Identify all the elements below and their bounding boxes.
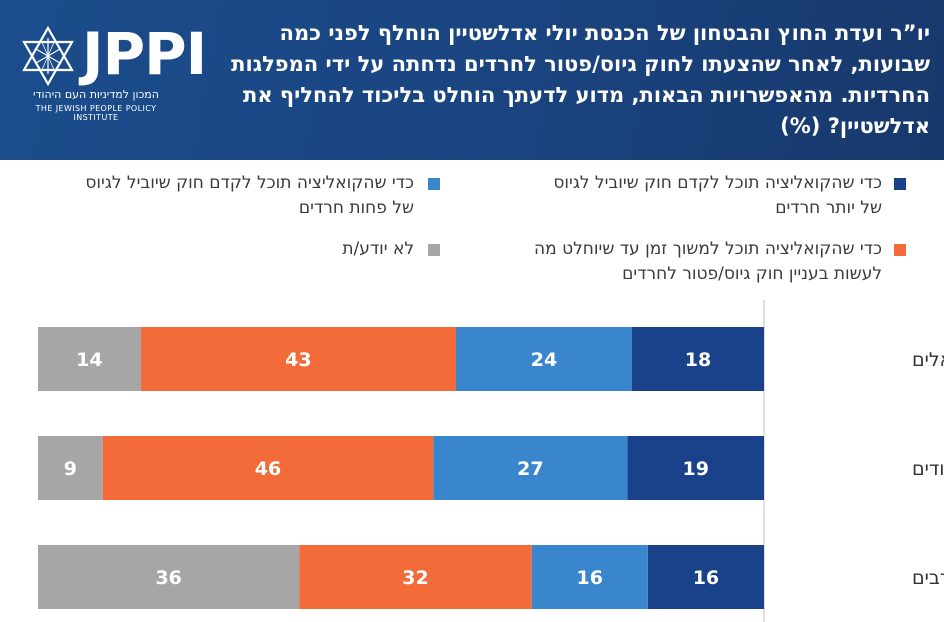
category-label-1: יהודים (912, 458, 944, 480)
data-label-0-2: 43 (285, 349, 311, 371)
bar-segment-1-2 (102, 436, 434, 500)
legend-item-buy-time: כדי שהקואליציה תוכל למשוך זמן עד שיוחלט … (534, 239, 882, 284)
legend-swatch-fewer-haredim (428, 178, 440, 190)
header-banner: JPPI המכון למדיניות העם היהודי THE JEWIS… (0, 0, 944, 160)
bar-segment-2-2 (299, 545, 532, 609)
logo-subtitle-hebrew: המכון למדיניות העם היהודי (33, 88, 159, 101)
data-label-2-3: 36 (155, 567, 181, 589)
data-label-1-0: 19 (682, 458, 708, 480)
legend-swatch-dont-know (428, 244, 440, 256)
bar-segment-0-3 (38, 327, 141, 391)
logo-wordmark: JPPI (82, 20, 207, 88)
bar-segment-1-0 (627, 436, 764, 500)
data-label-2-1: 16 (577, 567, 603, 589)
legend-swatch-buy-time (894, 244, 906, 256)
data-label-1-1: 27 (517, 458, 543, 480)
bar-segment-0-0 (632, 327, 764, 391)
stacked-bar-chart: 18 24 43 14 כלל הישראלים 19 27 46 9 יהודים 16 16 32 3… (38, 300, 944, 622)
jppi-logo: JPPI המכון למדיניות העם היהודי THE JEWIS… (16, 20, 207, 122)
category-label-2: ערבים (912, 567, 944, 589)
logo-subtitle-english: THE JEWISH PEOPLE POLICY INSTITUTE (35, 104, 157, 122)
bar-segment-2-0 (647, 545, 764, 609)
chart-title: יו”ר ועדת החוץ והבטחון של הכנסת יולי אדל… (231, 21, 930, 138)
data-label-2-0: 16 (693, 567, 719, 589)
legend-item-dont-know: לא יודע/ת (342, 239, 414, 259)
bar-segment-1-1 (433, 436, 628, 500)
star-of-david-icon (22, 25, 74, 87)
legend-swatch-more-haredim (894, 178, 906, 190)
data-label-1-3: 9 (64, 458, 77, 480)
data-label-0-1: 24 (531, 349, 557, 371)
legend-item-more-haredim: כדי שהקואליציה תוכל לקדם חוק שיוביל לגיו… (553, 173, 882, 218)
bar-segment-1-3 (38, 436, 103, 500)
bar-segment-2-1 (531, 545, 648, 609)
legend-item-fewer-haredim: כדי שהקואליציה תוכל לקדם חוק שיוביל לגיו… (85, 173, 414, 218)
bar-segment-0-1 (456, 327, 632, 391)
data-label-2-2: 32 (402, 567, 428, 589)
data-label-1-2: 46 (255, 458, 281, 480)
category-label-0: כלל הישראלים (912, 349, 944, 371)
data-label-0-0: 18 (685, 349, 711, 371)
bar-segment-0-2 (140, 327, 456, 391)
data-label-0-3: 14 (76, 349, 102, 371)
bar-segment-2-3 (38, 545, 300, 609)
